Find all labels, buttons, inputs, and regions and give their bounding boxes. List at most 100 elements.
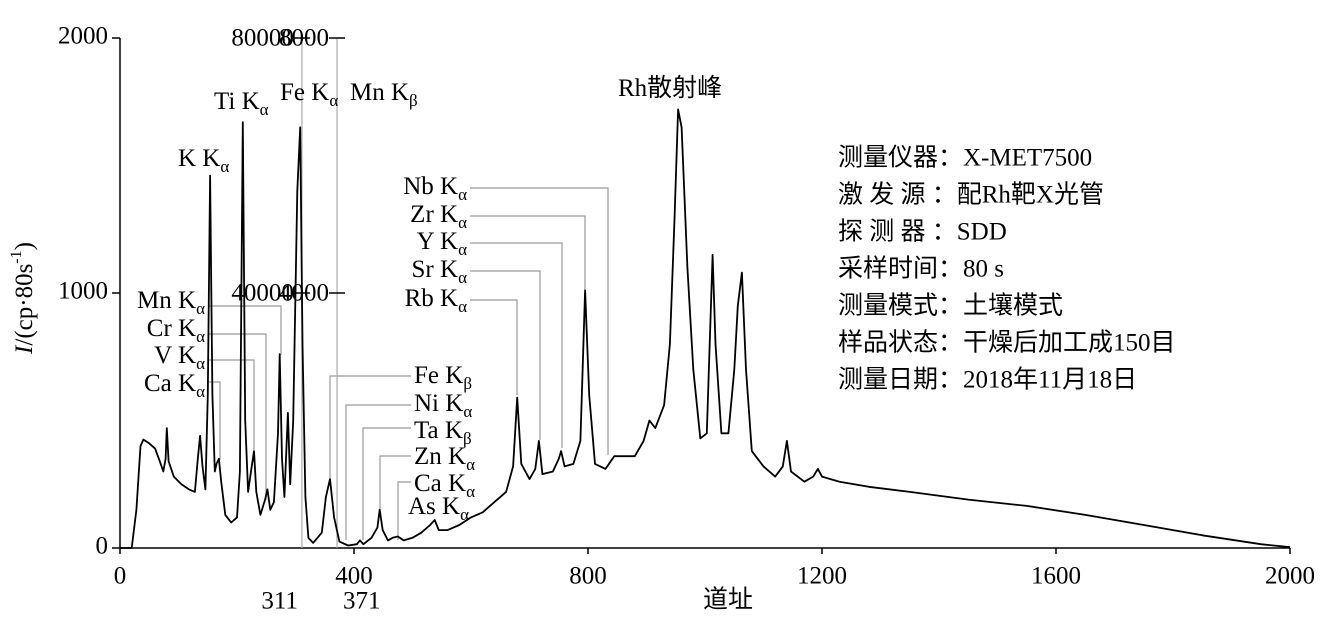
- y-tick-label: 0: [96, 533, 109, 560]
- annotation: Fe Kβ: [414, 362, 472, 393]
- annotation-sub: α: [458, 297, 467, 316]
- annotation-sub: α: [458, 240, 467, 259]
- annotation: Fe Kα: [280, 79, 338, 110]
- x-tick-label: 800: [569, 563, 607, 590]
- annotation: Cr Kα: [147, 315, 205, 346]
- leader-line: [470, 242, 563, 448]
- leader-line: [329, 375, 411, 478]
- annotation-text: Mn K: [137, 287, 196, 314]
- annotation-text: Ni K: [414, 390, 463, 417]
- annotation: Mn Kβ: [350, 79, 418, 110]
- leader-line: [470, 215, 586, 300]
- annotation-sub: α: [196, 382, 205, 401]
- annotation-sub: α: [458, 213, 467, 232]
- annotation-text: Ti K: [214, 88, 260, 115]
- annotation-text: K K: [178, 145, 220, 172]
- annotation-sub: β: [409, 91, 418, 110]
- annotation-sub: α: [458, 185, 467, 204]
- info-line: 测量模式：土壤模式: [838, 292, 1063, 320]
- y-axis-label-end: ): [11, 242, 38, 250]
- annotation-sub: β: [463, 429, 472, 448]
- leader-line: [208, 333, 267, 500]
- annotation-text: Sr K: [412, 256, 459, 283]
- annotation-text: V K: [154, 342, 196, 369]
- leader-line: [208, 305, 282, 355]
- annotation: Y Kα: [417, 228, 467, 259]
- annotation: K Kα: [178, 145, 229, 176]
- info-line: 样品状态：干燥后加工成150目: [838, 329, 1176, 357]
- x-axis-label: 道址: [703, 586, 753, 614]
- leader-line: [397, 481, 411, 540]
- annotation: Sr Kα: [412, 256, 468, 287]
- annotation: Nb Kα: [403, 173, 467, 204]
- annotation: Zr Kα: [410, 201, 467, 232]
- x-tick-label: 1600: [1031, 563, 1081, 590]
- inset-tick-label: 80000: [231, 25, 294, 52]
- inset-axis-position: 371: [343, 588, 381, 615]
- annotation: As Kα: [408, 493, 469, 524]
- y-axis-label-italic: I: [11, 344, 38, 355]
- annotation: Ni Kα: [414, 390, 472, 421]
- leader-line: [470, 299, 518, 395]
- annotation: Ca Kα: [144, 370, 205, 401]
- annotation-text: Ca K: [144, 370, 196, 397]
- annotation-sub: α: [196, 327, 205, 346]
- y-axis-label-sup: -1: [8, 250, 25, 263]
- spectrum-line: [120, 108, 1291, 549]
- annotation-text: Cr K: [147, 315, 196, 342]
- info-line: 测量日期：2018年11月18日: [838, 366, 1137, 394]
- annotation: Ta Kβ: [414, 417, 472, 448]
- annotation: V Kα: [154, 342, 205, 373]
- annotation-sub: β: [463, 374, 472, 393]
- annotation: Ca Kα: [414, 470, 475, 501]
- annotation-text: Rb K: [405, 285, 458, 312]
- x-tick-label: 2000: [1265, 563, 1315, 590]
- annotation: Mn Kα: [137, 287, 205, 318]
- x-tick-label: 0: [114, 563, 127, 590]
- leader-line: [208, 359, 255, 450]
- annotation-sub: α: [329, 91, 338, 110]
- y-axis-label: I/(cp·80s-1): [8, 242, 38, 355]
- annotation-text: Ta K: [414, 417, 463, 444]
- annotation-sub: α: [196, 299, 205, 318]
- y-tick-label: 1000: [58, 278, 108, 305]
- annotation-text: Zr K: [410, 201, 458, 228]
- annotation-text: As K: [408, 493, 460, 520]
- annotation-sub: α: [260, 100, 269, 119]
- annotation-text: Y K: [417, 228, 458, 255]
- info-line: 采样时间：80 s: [838, 255, 1004, 283]
- annotation: Zn Kα: [414, 443, 475, 474]
- leader-line: [345, 404, 411, 540]
- annotation-sub: α: [460, 505, 469, 524]
- leader-line: [362, 427, 411, 540]
- annotation-text: Zn K: [414, 443, 466, 470]
- annotation: Rh散射峰: [618, 74, 722, 102]
- y-tick-label: 2000: [58, 23, 108, 50]
- leader-lines: [208, 187, 609, 540]
- annotation-text: Mn K: [350, 79, 409, 106]
- annotation: Rb Kα: [405, 285, 467, 316]
- annotation-text: Fe K: [280, 79, 329, 106]
- inset-tick-label: 8000: [279, 25, 329, 52]
- y-axis-label-text: /(cp·80s: [11, 264, 38, 346]
- annotation-sub: α: [466, 482, 475, 501]
- annotation: Ti Kα: [214, 88, 269, 119]
- annotation-sub: α: [220, 157, 229, 176]
- leader-line: [470, 187, 609, 455]
- leader-line: [379, 455, 411, 510]
- annotation-sub: α: [463, 402, 472, 421]
- leader-line: [470, 270, 541, 440]
- annotation-sub: α: [466, 455, 475, 474]
- info-line: 探 测 器 ：SDD: [838, 218, 1007, 246]
- annotation-sub: α: [196, 354, 205, 373]
- annotation-text: Ca K: [414, 470, 466, 497]
- x-tick-label: 1200: [797, 563, 847, 590]
- annotation-text: Fe K: [414, 362, 463, 389]
- annotation-sub: α: [458, 268, 467, 287]
- inset-axis-position: 311: [261, 588, 298, 615]
- annotation-text: Nb K: [403, 173, 458, 200]
- info-line: 测量仪器：X-MET7500: [838, 144, 1092, 172]
- x-tick-label: 400: [335, 563, 373, 590]
- info-line: 激 发 源 ：配Rh靶X光管: [838, 181, 1104, 209]
